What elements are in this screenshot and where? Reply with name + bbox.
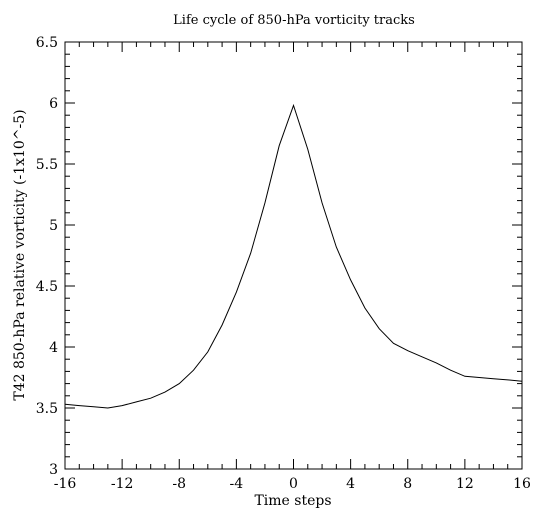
y-tick-label: 5.5 <box>36 157 58 173</box>
x-tick-label: -8 <box>172 476 186 492</box>
y-tick-label: 4.5 <box>36 279 58 295</box>
x-tick-label: 0 <box>289 476 298 492</box>
axis-ticks <box>64 41 523 470</box>
y-tick-label: 3 <box>49 462 58 478</box>
tick-labels: -16 -12 -8 -4 0 4 8 12 16 3 3.5 4 4.5 5 5.5 6 6.5 <box>36 35 531 492</box>
x-tick-label: 16 <box>513 476 531 492</box>
x-tick-label: -4 <box>230 476 244 492</box>
y-axis-title: T42 850-hPa relative vorticity (-1x10^-5… <box>12 109 28 400</box>
x-tick-label: -12 <box>111 476 134 492</box>
y-tick-label: 6.5 <box>36 35 58 51</box>
series-line <box>64 103 523 409</box>
x-tick-label: 12 <box>456 476 474 492</box>
x-axis-title: Time steps <box>254 493 331 509</box>
y-tick-label: 3.5 <box>36 401 58 417</box>
x-tick-label: -16 <box>54 476 77 492</box>
chart-title: Life cycle of 850-hPa vorticity tracks <box>173 13 415 28</box>
y-tick-label: 6 <box>49 96 58 112</box>
y-tick-label: 5 <box>49 218 58 234</box>
x-tick-label: 8 <box>403 476 412 492</box>
x-tick-label: 4 <box>346 476 355 492</box>
y-tick-label: 4 <box>49 340 58 356</box>
